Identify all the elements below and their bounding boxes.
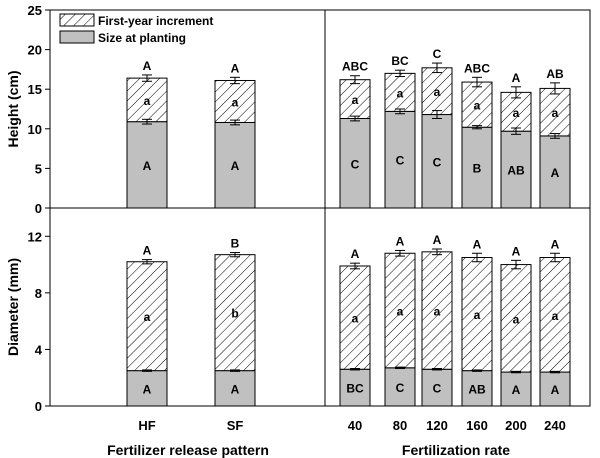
bottom-left-ytick-label: 0	[35, 399, 42, 414]
bottom-left-frame	[49, 207, 326, 407]
top-left-letter-planting: A	[143, 159, 152, 173]
top-left-letter-increment: a	[144, 94, 151, 108]
top-right-letter-total: ABC	[342, 60, 368, 74]
bottom-right-letter-planting: BC	[346, 382, 364, 396]
bottom-right-bar-planting	[539, 371, 571, 407]
top-right-bar-planting	[384, 110, 416, 209]
legend-label-increment: First-year increment	[98, 14, 213, 28]
top-right-letter-total: AB	[546, 67, 564, 81]
top-right-letter-planting: C	[433, 155, 442, 169]
bottom-right-bar-increment	[500, 264, 532, 373]
top-right-letter-total: BC	[391, 54, 409, 68]
top-right-letter-increment: a	[513, 106, 520, 120]
bottom-right-letter-increment: a	[474, 308, 481, 322]
bottom-right-frame	[324, 207, 591, 407]
top-right-letter-total: ABC	[464, 61, 490, 75]
top-left-ytick-label: 0	[35, 201, 42, 216]
bottom-left-letter-increment: b	[231, 307, 238, 321]
top-right-letter-planting: C	[396, 154, 405, 168]
bottom-left-bar-increment	[214, 254, 256, 372]
top-right-bar-planting	[339, 118, 371, 209]
bottom-right-letter-increment: a	[552, 309, 559, 323]
top-right-letter-increment: a	[434, 85, 441, 99]
top-right-letter-planting: C	[351, 157, 360, 171]
bottom-right-letter-total: A	[396, 234, 405, 248]
bottom-right-letter-total: A	[551, 237, 560, 251]
top-right-letter-increment: a	[397, 86, 404, 100]
top-left-letter-total: A	[231, 61, 240, 75]
bottom-right-letter-total: A	[512, 244, 521, 258]
top-right-bar-planting	[461, 126, 493, 209]
top-left-ytick-label: 20	[28, 43, 42, 58]
bottom-left-letter-total: B	[231, 237, 240, 251]
top-left-letter-total: A	[143, 59, 152, 73]
bottom-right-bar-planting	[421, 368, 453, 407]
bottom-right-letter-increment: a	[397, 305, 404, 319]
bottom-right-bar-increment	[384, 252, 416, 369]
bottom-right-letter-increment: a	[513, 312, 520, 326]
bottom-left-xtick-label: SF	[227, 418, 244, 433]
legend: First-year increment Size at planting	[59, 13, 213, 45]
bottom-right-letter-planting: C	[396, 381, 405, 395]
bottom-left-y-axis-label: Diameter (mm)	[5, 258, 21, 356]
top-right-letter-total: A	[512, 71, 521, 85]
bottom-right-xtick-label: 200	[505, 418, 527, 433]
x-axis-label-right: Fertilization rate	[402, 442, 510, 458]
bottom-right-bar-planting	[500, 371, 532, 407]
bottom-right-xtick-label: 80	[393, 418, 407, 433]
top-right-letter-increment: a	[552, 106, 559, 120]
top-left-ytick-label: 5	[35, 161, 42, 176]
top-right-letter-total: C	[433, 47, 442, 61]
top-left-bar-increment	[126, 77, 168, 123]
bottom-right-bar-increment	[421, 251, 453, 370]
bottom-right-letter-total: A	[473, 237, 482, 251]
bottom-left-ytick-label: 12	[28, 229, 42, 244]
legend-label-planting: Size at planting	[98, 31, 186, 45]
top-right-bar-increment	[421, 67, 453, 116]
bottom-right-letter-planting: A	[551, 383, 560, 397]
top-left-y-axis-label: Height (cm)	[5, 71, 21, 148]
bottom-left-letter-planting: A	[143, 382, 152, 396]
top-left-ytick-label: 15	[28, 82, 42, 97]
top-right-letter-planting: A	[551, 166, 560, 180]
bottom-left-letter-increment: a	[144, 310, 151, 324]
bottom-right-letter-total: A	[351, 247, 360, 261]
bottom-right-xtick-label: 240	[544, 418, 566, 433]
top-right-letter-planting: B	[473, 162, 482, 176]
top-right-letter-increment: a	[352, 93, 359, 107]
bottom-right-xtick-label: 160	[466, 418, 488, 433]
bottom-right-letter-planting: AB	[468, 382, 486, 396]
top-left-ytick-label: 10	[28, 122, 42, 137]
top-right-bar-increment	[500, 91, 532, 132]
top-right-letter-planting: AB	[507, 164, 525, 178]
bottom-right-letter-increment: a	[434, 305, 441, 319]
top-left-letter-planting: A	[231, 159, 240, 173]
bottom-left-ytick-label: 4	[35, 342, 43, 357]
legend-swatch-planting	[59, 30, 95, 44]
bottom-right-xtick-label: 40	[348, 418, 362, 433]
bottom-right-bar-planting	[461, 370, 493, 407]
top-left-letter-increment: a	[232, 95, 239, 109]
bottom-right-bar-planting	[384, 367, 416, 407]
bottom-right-xtick-label: 120	[426, 418, 448, 433]
top-right-bar-planting	[539, 135, 571, 209]
bottom-right-letter-planting: A	[512, 383, 521, 397]
top-right-letter-increment: a	[474, 99, 481, 113]
bottom-right-letter-planting: C	[433, 382, 442, 396]
bottom-left-xtick-label: HF	[138, 418, 155, 433]
bottom-right-letter-increment: a	[352, 312, 359, 326]
legend-swatch-increment	[59, 13, 95, 27]
bottom-left-ytick-label: 8	[35, 286, 42, 301]
bottom-left-letter-total: A	[143, 244, 152, 258]
top-left-ytick-label: 25	[28, 3, 42, 18]
top-right-bar-increment	[384, 72, 416, 112]
bottom-left-letter-planting: A	[231, 382, 240, 396]
bottom-right-letter-total: A	[433, 233, 442, 247]
x-axis-label-left: Fertilizer release pattern	[107, 442, 269, 458]
